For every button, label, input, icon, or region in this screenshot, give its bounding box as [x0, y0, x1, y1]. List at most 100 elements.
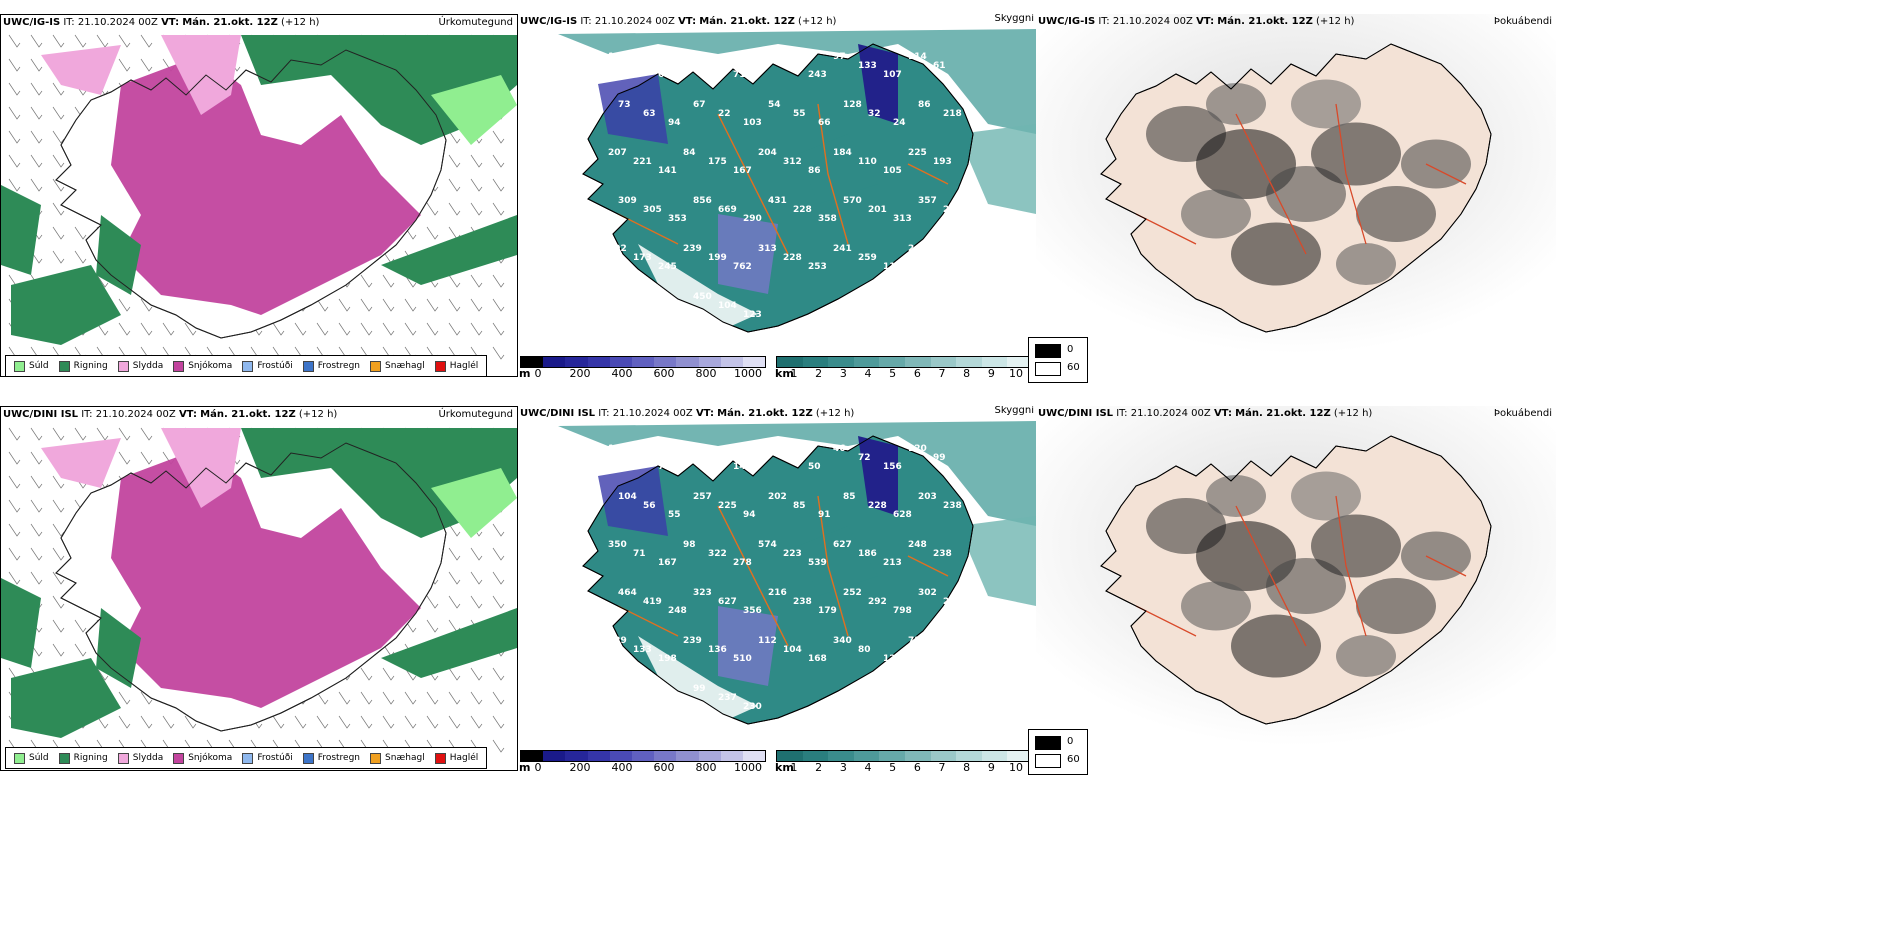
cloud-base-label: 669: [718, 205, 737, 215]
legend-item: Snjókoma: [173, 752, 232, 764]
cloud-base-label: 305: [643, 205, 662, 215]
colorbar-tick: 9: [987, 367, 995, 377]
cloud-base-label: 94: [643, 693, 656, 703]
precip-legend: Súld Rigning Slydda Snjókoma Frostúði Frostre…: [5, 747, 488, 769]
legend-item: Súld: [14, 752, 49, 764]
cloud-base-label: 357: [918, 196, 937, 206]
cloud-base-label: 80: [858, 645, 871, 655]
cloud-base-label: 125: [633, 453, 652, 463]
colorbar-tick: 7: [938, 367, 946, 377]
colorbar-strip: [520, 750, 766, 762]
cloud-base-label: 201: [868, 205, 887, 215]
panel-type-label: Þokuábendi: [1493, 408, 1552, 419]
cloud-base-label: 198: [658, 654, 677, 664]
colorbar-tick: 800: [695, 761, 717, 771]
colorbar-tick: 0: [534, 367, 542, 377]
cloud-base-label: 253: [808, 262, 827, 272]
cloud-base-label: 356: [743, 606, 762, 616]
colorbar-tick: 10: [1009, 761, 1023, 771]
cloud-base-label: 762: [733, 262, 752, 272]
cloud-base-label: 79: [633, 61, 646, 71]
cloud-base-label: 272: [933, 253, 952, 263]
cloud-base-label: 167: [608, 52, 627, 62]
legend-item: Snjókoma: [173, 360, 233, 372]
colorbar-tick: 200: [569, 367, 591, 377]
cloud-base-label: 241: [833, 244, 852, 254]
cloud-base-label: 50: [808, 462, 821, 472]
cloud-base-label: 313: [893, 214, 912, 224]
cloud-base-colorbar: m 0 200 400 600 800 1000: [519, 356, 766, 377]
cloud-base-label: 228: [783, 253, 802, 263]
cloud-base-colorbar: m 0 200 400 600 800 1000: [519, 750, 766, 771]
cloud-base-label: 136: [708, 645, 727, 655]
cloud-base-label: 71: [633, 549, 646, 559]
cloud-base-label: 94: [743, 510, 756, 520]
legend-swatch: [370, 752, 382, 764]
cloud-base-label: 239: [683, 244, 702, 254]
cloud-base-label: 452: [618, 292, 637, 302]
legend-label: Snæhagl: [385, 753, 425, 763]
cloud-base-label: 148: [608, 444, 627, 454]
cloud-base-label: 302: [918, 588, 937, 598]
legend-item: Frostregn: [302, 360, 360, 372]
legend-swatch: [58, 752, 70, 764]
cloud-base-label: 104: [618, 492, 637, 502]
legend-label: Slydda: [132, 361, 164, 371]
cloud-base-label: 72: [658, 462, 671, 472]
cloud-base-label: 225: [718, 501, 737, 511]
legend-label: Slydda: [132, 753, 164, 763]
cloud-base-label: 186: [858, 549, 877, 559]
fog-legend: 0 60: [1028, 729, 1088, 775]
colorbar-unit: km: [775, 761, 794, 771]
colorbar-tick: 400: [611, 367, 633, 377]
cloud-base-label: 156: [883, 462, 902, 472]
cloud-base-label: 51: [643, 301, 656, 311]
legend-label: Súld: [29, 753, 49, 763]
cloud-base-label: 353: [668, 214, 687, 224]
legend-item: Haglél: [434, 360, 478, 372]
cloud-base-label: 242: [943, 597, 962, 607]
colorbar-strip: [520, 356, 766, 368]
cloud-base-label: 204: [758, 148, 777, 158]
cloud-base-label: 431: [768, 196, 787, 206]
cloud-base-label: 80: [758, 52, 771, 62]
legend-label: Súld: [29, 361, 49, 371]
cloud-base-label: 104: [718, 301, 737, 311]
fog-index-map: [1036, 406, 1556, 746]
cloud-base-label: 24: [893, 118, 906, 128]
legend-item: Rigning: [58, 360, 108, 372]
cloud-base-label: 91: [818, 510, 831, 520]
cloud-base-label: 144: [733, 462, 752, 472]
colorbar-tick: 2: [815, 367, 823, 377]
colorbar-tick: 2: [815, 761, 823, 771]
cloud-base-label: 856: [693, 196, 712, 206]
cloud-base-label: 628: [893, 510, 912, 520]
colorbar-tick: 4: [864, 761, 872, 771]
cloud-base-label: 86: [708, 61, 721, 71]
cloud-base-label: 120: [908, 444, 927, 454]
cloud-base-label: 55: [683, 444, 696, 454]
cloud-base-label: 73: [908, 636, 921, 646]
legend-item: Slydda: [117, 360, 164, 372]
legend-swatch: [242, 360, 254, 372]
fog-legend-swatch: [1035, 344, 1061, 358]
legend-label: Snjókoma: [188, 361, 233, 371]
cloud-base-label: 85: [843, 492, 856, 502]
cloud-base-label: 223: [783, 549, 802, 559]
cloud-base-label: 63: [643, 109, 656, 119]
colorbar-tick: 600: [653, 367, 675, 377]
fog-legend-swatch: [1035, 362, 1061, 376]
legend-label: Frostregn: [317, 753, 361, 763]
cloud-base-label: 510: [733, 654, 752, 664]
legend-swatch: [173, 752, 185, 764]
cloud-base-label: 128: [843, 100, 862, 110]
cloud-base-label: 225: [908, 148, 927, 158]
cloud-base-label: 230: [743, 702, 762, 712]
colorbar-tick: 4: [864, 367, 872, 377]
legend-label: Frostúði: [257, 753, 293, 763]
colorbar-tick: 7: [938, 761, 946, 771]
colorbar-tick: 400: [611, 761, 633, 771]
cloud-base-label: 107: [883, 70, 902, 80]
cloud-base-label: 313: [758, 244, 777, 254]
cloud-base-label: 72: [858, 453, 871, 463]
